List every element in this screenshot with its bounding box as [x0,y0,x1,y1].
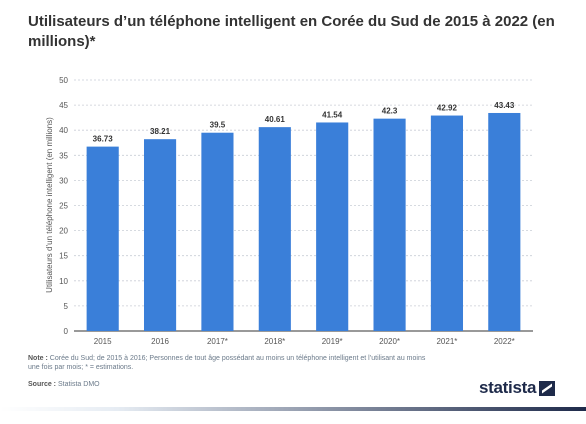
note-label: Note : [28,355,48,362]
y-tick-label: 40 [59,126,68,135]
statista-logo-icon [539,380,556,396]
y-axis-ticks: 0 5 10 15 20 25 30 35 40 45 50 [59,76,68,336]
y-tick-label: 30 [59,176,68,185]
source-text: Statista DMO [57,381,100,388]
bar[interactable] [488,112,521,331]
note-text: Corée du Sud; de 2015 à 2016; Personnes … [28,355,426,371]
footer-source: Source : Statista DMO [28,381,100,388]
bottom-accent-bar [0,407,586,411]
y-tick-label: 50 [59,76,68,85]
y-tick-label: 5 [64,302,69,311]
x-tick-label: 2019* [322,337,343,346]
data-label: 43.43 [494,101,515,110]
source-label: Source : [28,381,57,388]
x-tick-label: 2022* [494,337,515,346]
y-tick-label: 10 [59,277,68,286]
x-tick-label: 2021* [436,337,457,346]
y-tick-label: 25 [59,202,68,211]
x-tick-label: 2016 [151,337,169,346]
value-labels: 36.73 38.21 39.5 40.61 41.54 42.3 42.92 43.43 [93,101,515,144]
data-label: 39.5 [210,121,226,130]
data-label: 42.92 [437,104,458,113]
brand-name: statista [479,378,537,397]
bar[interactable] [316,122,349,331]
bar[interactable] [430,115,464,332]
y-tick-label: 15 [59,252,68,261]
data-label: 40.61 [265,115,286,124]
x-tick-label: 2017* [207,337,228,346]
statista-logo[interactable]: statista [479,378,556,398]
bar[interactable] [86,146,119,331]
bar[interactable] [373,118,406,332]
bar[interactable] [143,139,177,331]
x-tick-label: 2018* [264,337,285,346]
x-tick-label: 2015 [94,337,112,346]
x-axis-ticks: 2015 2016 2017* 2018* 2019* 2020* 2021* 2022* [94,337,515,346]
bar[interactable] [201,132,234,331]
data-label: 42.3 [382,107,398,116]
y-tick-label: 0 [64,327,69,336]
y-tick-label: 45 [59,101,68,110]
footer-note: Note : Corée du Sud; de 2015 à 2016; Per… [28,354,428,372]
y-tick-label: 35 [59,151,68,160]
x-tick-label: 2020* [379,337,400,346]
bar[interactable] [258,127,291,331]
data-label: 36.73 [93,135,114,144]
bars [86,112,521,332]
grid-lines [74,79,533,332]
data-label: 38.21 [150,127,171,136]
chart-title: Utilisateurs d’un téléphone intelligent … [28,13,555,50]
data-label: 41.54 [322,110,343,119]
y-axis-label: Utilisateurs d’un téléphone intelligent … [45,117,54,293]
y-tick-label: 20 [59,227,68,236]
